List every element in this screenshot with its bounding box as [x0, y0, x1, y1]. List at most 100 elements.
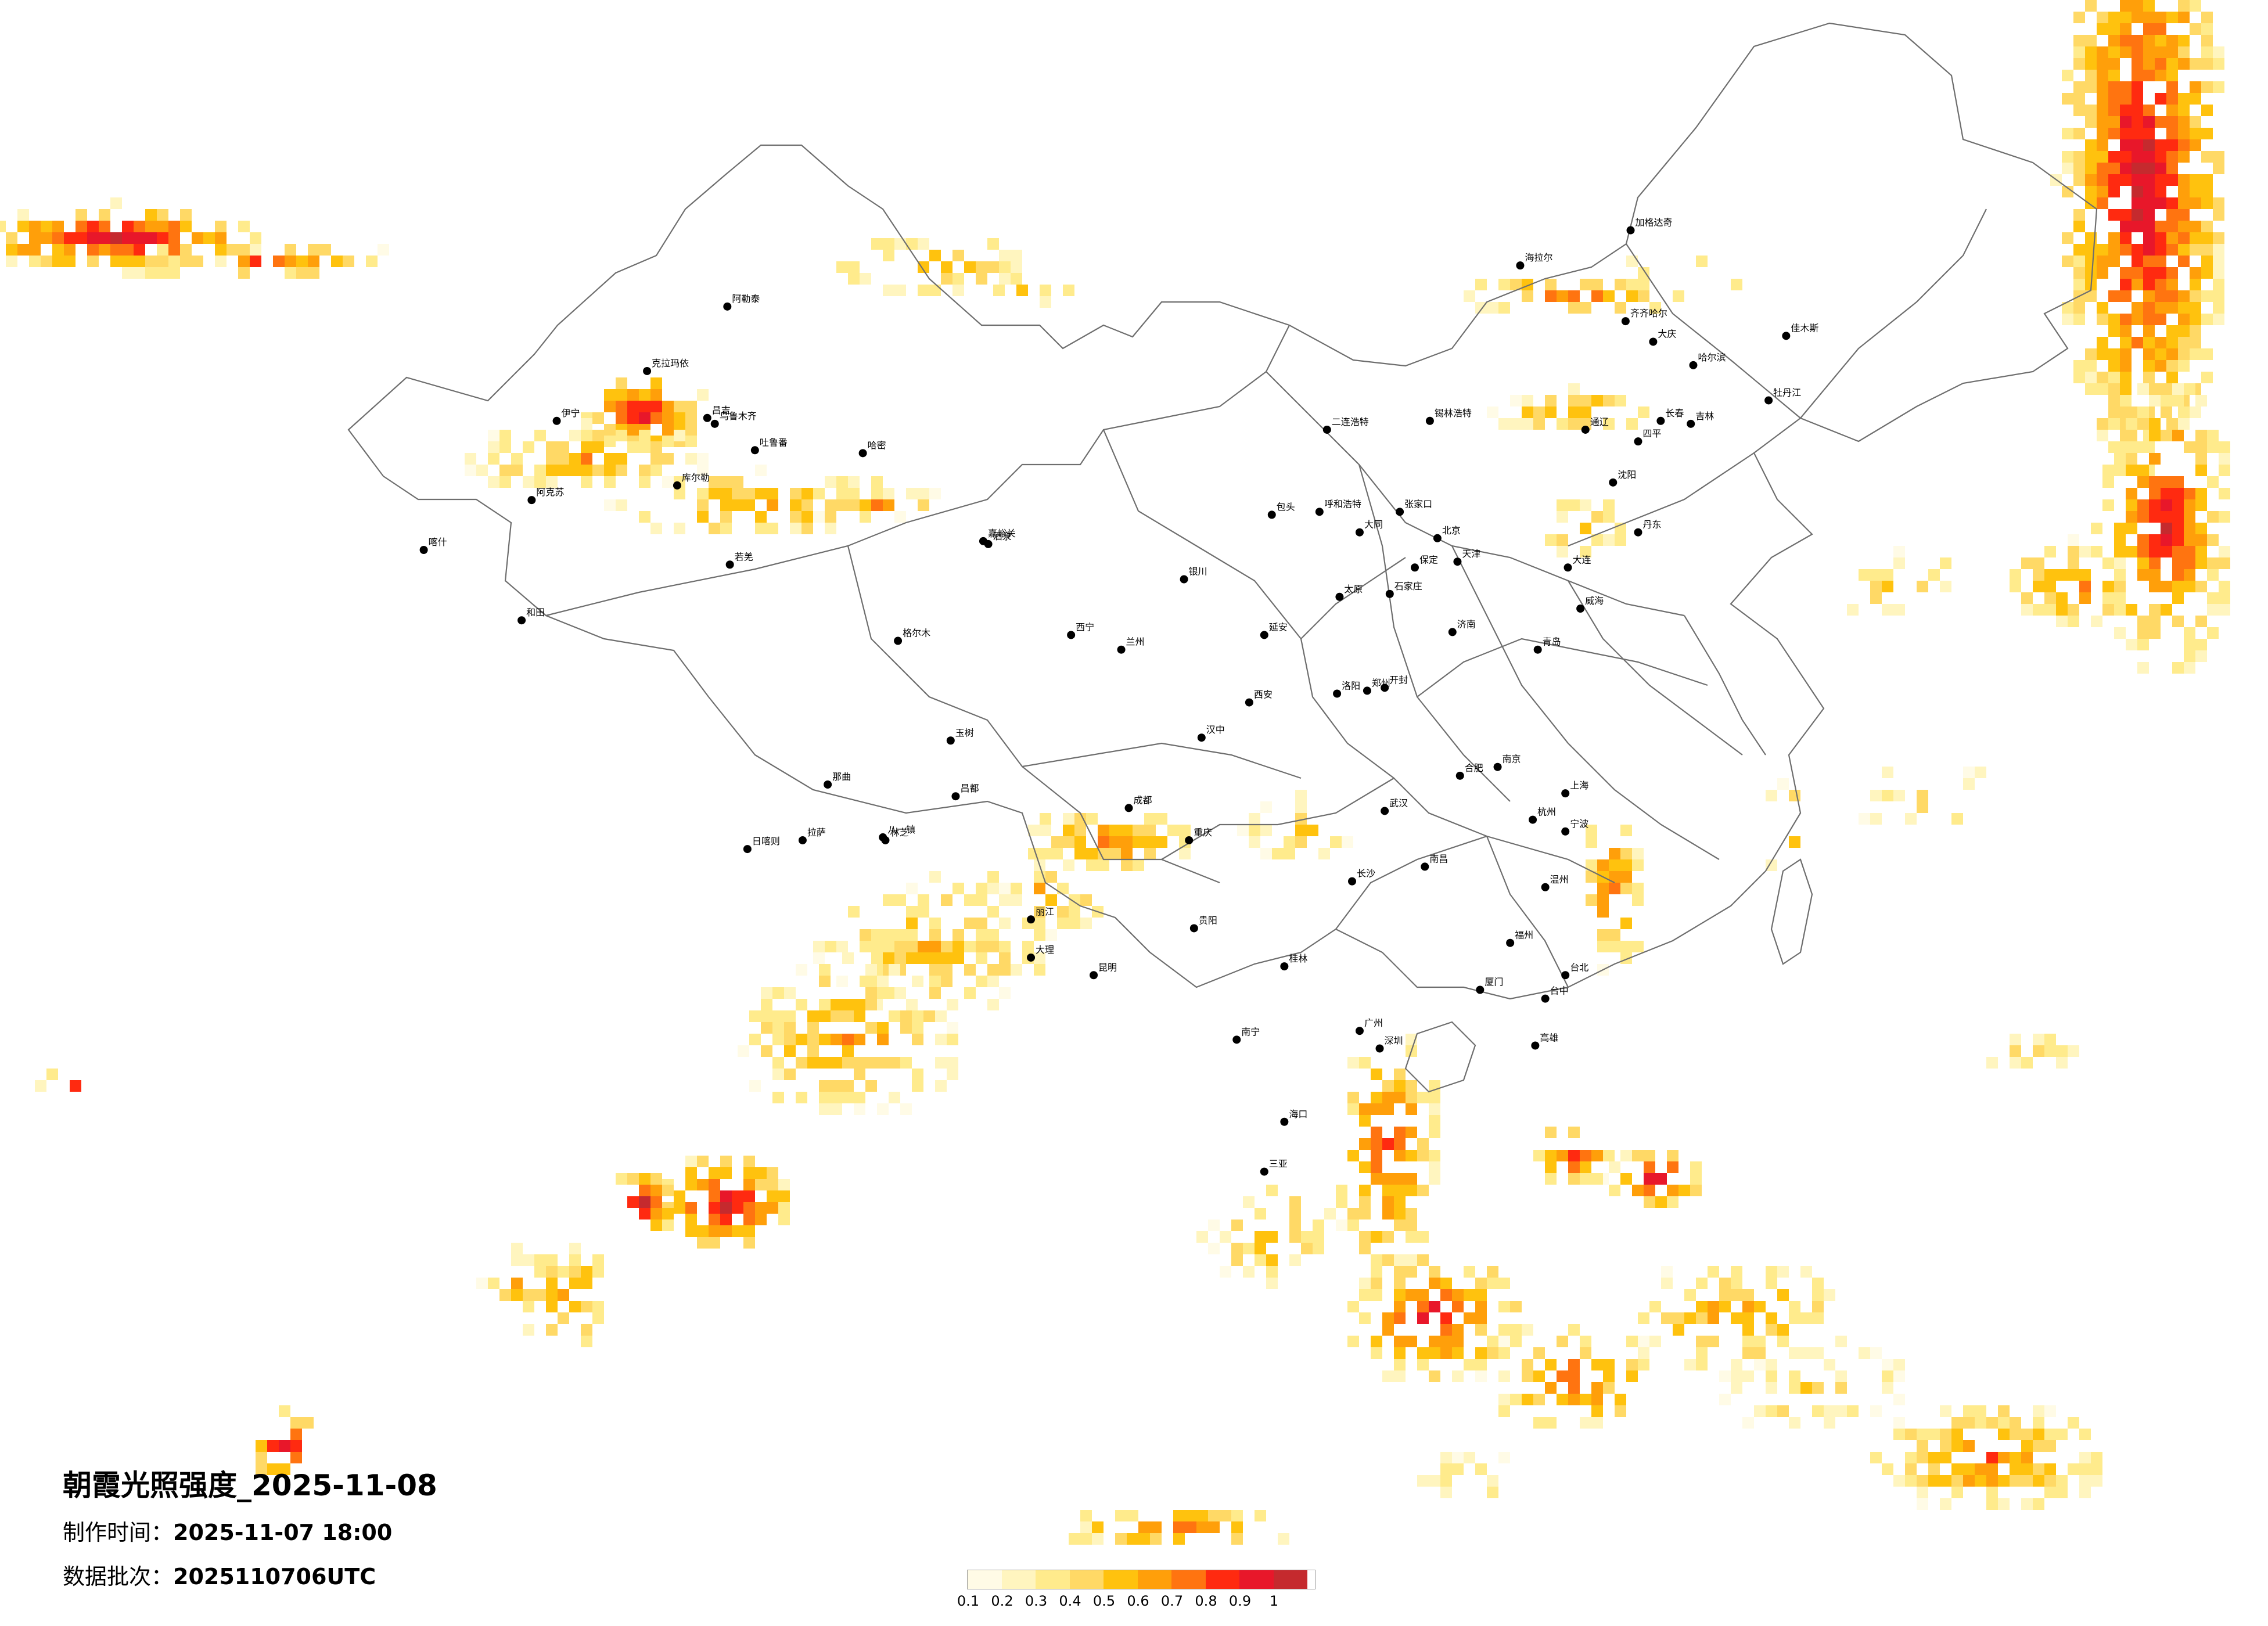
heat-cell [2184, 511, 2195, 523]
heat-cell [1371, 1161, 1382, 1173]
city-label: 阿勒泰 [732, 293, 760, 304]
heat-cell [709, 1167, 720, 1179]
heat-cell [2021, 604, 2033, 616]
heat-cell [546, 1278, 558, 1289]
heat-cell [1882, 604, 1893, 616]
heat-cell [1080, 1510, 1092, 1521]
heat-cell [1603, 1382, 1615, 1394]
heat-cell [935, 1080, 947, 1092]
heat-cell [2085, 105, 2097, 116]
heat-cell [1917, 790, 1928, 801]
heat-cell [1045, 929, 1057, 941]
heat-cell [1034, 918, 1045, 929]
heat-cell [2149, 453, 2161, 465]
heat-cell [2219, 546, 2230, 557]
color-legend: 0.1 0.2 0.3 0.4 0.5 0.6 0.7 0.8 0.9 1 [957, 1570, 1315, 1610]
heat-cell [1789, 1301, 1800, 1312]
city-label: 包头 [1277, 501, 1295, 512]
heat-cell [906, 488, 918, 499]
heat-cell [825, 511, 836, 523]
heat-cell [2178, 151, 2190, 163]
heat-cell [1406, 1150, 1417, 1161]
heat-cell [1266, 1231, 1278, 1243]
heat-cell [1034, 952, 1045, 964]
heat-cell [2044, 1463, 2056, 1475]
heat-cell [2079, 1452, 2091, 1463]
heat-cell [1098, 848, 1109, 859]
heat-cell [1626, 256, 1638, 267]
heat-cell [1655, 1196, 1667, 1208]
heat-cell [1243, 1266, 1255, 1278]
heat-cell [1255, 1208, 1266, 1220]
heat-cell [2219, 465, 2230, 476]
heat-cell [1754, 1347, 1766, 1359]
heat-cell [2213, 151, 2224, 163]
heat-cell [2201, 35, 2213, 46]
legend-swatch [1069, 1570, 1104, 1589]
heat-cell [1777, 778, 1789, 790]
heat-cell [2132, 197, 2143, 209]
heat-cell [168, 267, 180, 279]
heat-cell [569, 465, 581, 476]
heat-cell [825, 476, 836, 488]
heat-cell [2190, 0, 2201, 12]
heat-cell [1661, 1278, 1673, 1289]
heat-cell [1284, 848, 1295, 859]
heat-cell [1777, 1405, 1789, 1417]
heat-cell [534, 1266, 546, 1278]
city-label: 丹东 [1642, 519, 1661, 530]
heat-cell [1812, 1382, 1824, 1394]
city-label: 上海 [1570, 780, 1588, 791]
heat-cell [1028, 825, 1040, 836]
heat-cell [639, 401, 650, 412]
heat-cell [964, 941, 976, 952]
heat-cell [1098, 825, 1109, 836]
heat-cell [499, 441, 511, 453]
heat-cell [1121, 859, 1133, 871]
heat-cell [110, 232, 122, 244]
city-label: 库尔勒 [682, 472, 710, 483]
heat-cell [1487, 406, 1498, 418]
heat-cell [1417, 1312, 1429, 1324]
heat-cell [1963, 1475, 1975, 1487]
heat-cell [203, 232, 215, 244]
heat-cell [2155, 256, 2166, 267]
data-batch-value: 2025110706UTC [173, 1564, 376, 1589]
heat-cell [2033, 1475, 2044, 1487]
heat-cell [1417, 1347, 1429, 1359]
city-label: 深圳 [1385, 1035, 1403, 1046]
heat-cell [1289, 1196, 1301, 1208]
city-dot [1180, 575, 1188, 584]
heat-cell [2172, 557, 2184, 569]
heat-cell [2108, 325, 2120, 337]
heat-cell [2073, 46, 2085, 58]
heat-cell [238, 221, 250, 232]
heat-cell [929, 871, 941, 883]
heat-cell [1220, 1266, 1231, 1278]
heat-cell [2126, 465, 2137, 476]
heat-cell [546, 1254, 558, 1266]
heat-cell [2097, 139, 2108, 151]
heat-cell [1121, 836, 1133, 848]
heat-cell [511, 1289, 523, 1301]
city-label: 西宁 [1076, 621, 1094, 632]
heat-cell [889, 964, 900, 976]
heat-cell [848, 261, 860, 273]
heat-cell [1789, 1382, 1800, 1394]
heat-cell [168, 256, 180, 267]
heat-cell [2010, 581, 2021, 592]
heat-cell [2044, 592, 2056, 604]
heat-cell [639, 511, 650, 523]
heat-cell [2166, 70, 2178, 81]
heat-cell [2033, 1429, 2044, 1440]
heat-cell [1586, 859, 1597, 871]
heat-cell [1847, 1405, 1859, 1417]
heat-cell [145, 221, 157, 232]
heat-cell [1179, 825, 1191, 836]
heat-cell [650, 1185, 662, 1196]
heat-cell [2120, 372, 2132, 383]
heat-cell [1051, 836, 1063, 848]
heat-cell [17, 209, 29, 221]
city-label: 二连浩特 [1332, 416, 1369, 427]
heat-cell [604, 436, 616, 447]
